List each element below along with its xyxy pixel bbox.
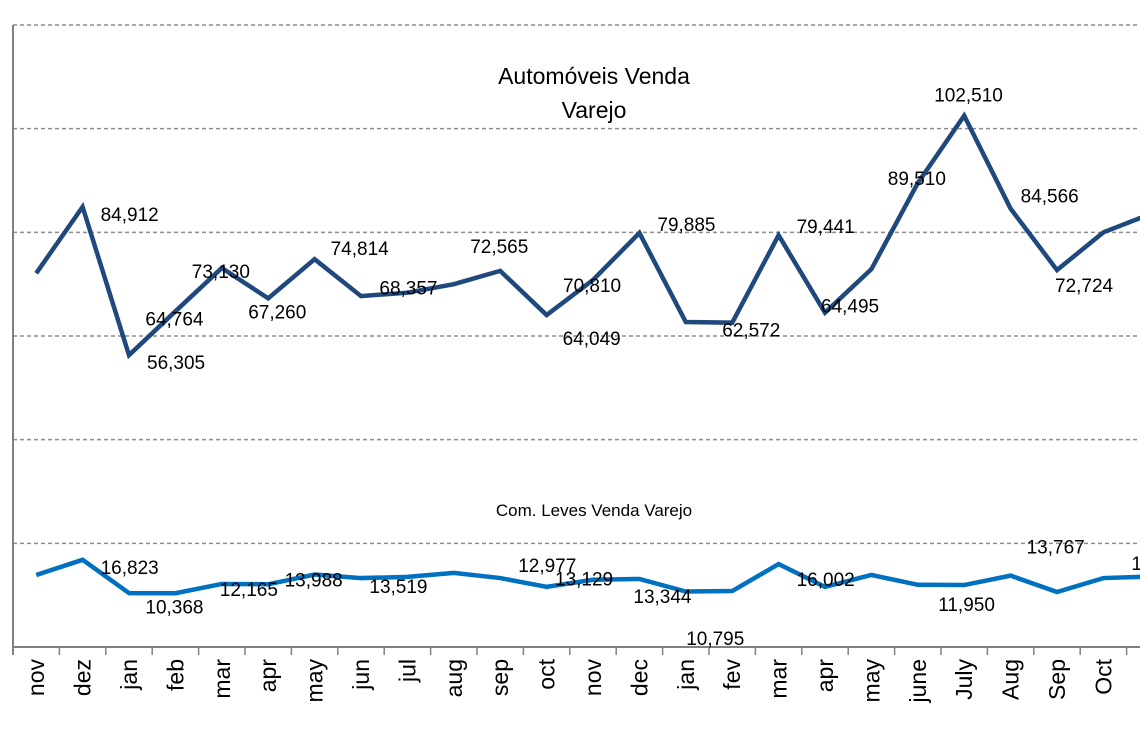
data-label: 84,912 xyxy=(101,205,159,226)
x-tick-label: dec xyxy=(626,659,652,696)
x-tick-label: jan xyxy=(673,659,699,691)
x-tick-label: July xyxy=(951,659,977,700)
x-tick-label: Oct xyxy=(1090,658,1116,694)
data-label: 11,950 xyxy=(938,595,995,616)
x-tick-label: may xyxy=(302,659,328,703)
data-label: 13,519 xyxy=(369,577,427,598)
data-label: 64,495 xyxy=(821,297,879,318)
data-label: 72,565 xyxy=(470,237,528,258)
data-label: 62,572 xyxy=(722,321,780,342)
x-tick-label: aug xyxy=(441,659,467,697)
series-title-com-leves: Com. Leves Venda Varejo xyxy=(496,501,692,520)
data-label: 13 xyxy=(1131,554,1140,575)
series-title-autos-line2: Varejo xyxy=(562,97,627,123)
x-tick-label: nov xyxy=(23,659,49,697)
x-tick-label: jun xyxy=(348,659,374,691)
data-label: 56,305 xyxy=(147,353,205,374)
data-label: 73,130 xyxy=(192,262,250,283)
data-label: 70,810 xyxy=(563,276,621,297)
data-label: 10,368 xyxy=(145,597,203,618)
x-tick-label: oct xyxy=(534,658,560,689)
x-tick-label: apr xyxy=(812,659,838,693)
data-label: 72,724 xyxy=(1055,276,1114,297)
data-label: 74,814 xyxy=(331,239,390,260)
x-tick-label: may xyxy=(858,659,884,703)
x-tick-label: apr xyxy=(255,659,281,693)
data-label: 16,823 xyxy=(101,558,159,579)
data-label: 13,129 xyxy=(555,570,613,591)
data-label: 12,165 xyxy=(220,580,278,601)
data-label: 64,764 xyxy=(145,309,204,330)
data-label: 67,260 xyxy=(248,302,306,323)
x-tick-label: sep xyxy=(487,659,513,696)
data-label: 12,977 xyxy=(518,556,576,577)
x-ticks: nov dez jan feb mar apr may jun jul aug sep oct nov d… xyxy=(12,647,1128,703)
x-tick-label: dez xyxy=(70,659,96,696)
x-tick-label: Aug xyxy=(998,659,1024,700)
data-label: 13,767 xyxy=(1027,538,1085,559)
data-label: 89,510 xyxy=(888,169,946,190)
data-label: 84,566 xyxy=(1021,187,1079,208)
data-label: 10,795 xyxy=(686,629,744,650)
gridlines xyxy=(13,24,1140,545)
x-tick-label: mar xyxy=(766,659,792,699)
data-label: 13,344 xyxy=(633,587,692,608)
data-label: 102,510 xyxy=(934,86,1003,107)
data-label: 64,049 xyxy=(563,329,621,350)
data-label: 79,885 xyxy=(657,215,715,236)
x-tick-label: june xyxy=(905,659,931,703)
x-tick-label: Sep xyxy=(1044,659,1070,700)
x-tick-label: feb xyxy=(162,659,188,691)
data-label: 16,002 xyxy=(797,570,855,591)
x-tick-label: mar xyxy=(209,659,235,699)
data-label: 13,988 xyxy=(285,570,343,591)
x-tick-label: fev xyxy=(719,659,745,690)
x-tick-label: jan xyxy=(116,659,142,691)
series-title-autos-line1: Automóveis Venda xyxy=(498,63,690,89)
data-label: 79,441 xyxy=(797,217,855,238)
data-label: 68,357 xyxy=(379,279,437,300)
x-tick-label: jul xyxy=(394,659,420,683)
x-tick-label: nov xyxy=(580,659,606,697)
